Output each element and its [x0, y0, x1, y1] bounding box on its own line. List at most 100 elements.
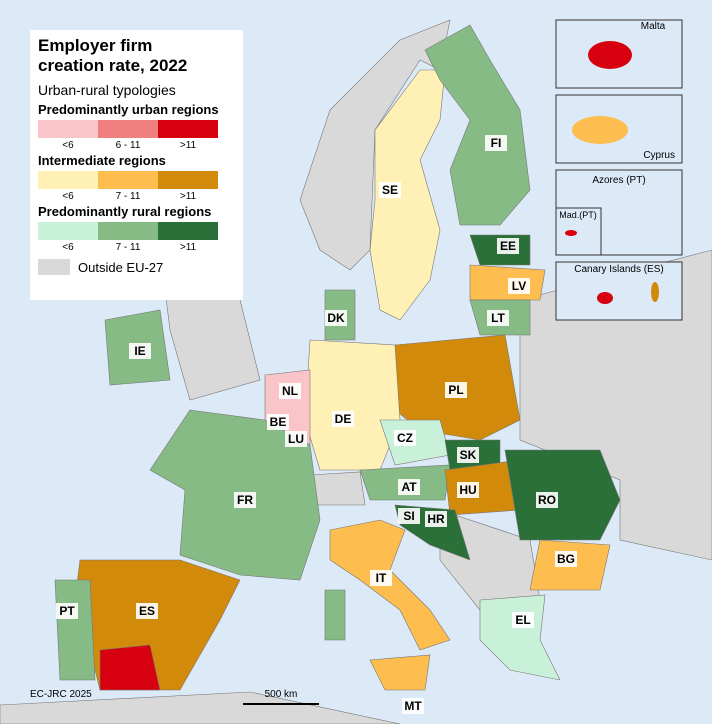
legend-label: Outside EU-27 — [78, 259, 164, 275]
legend-row: <6 7 - 11 >11 — [38, 222, 235, 253]
island — [651, 282, 659, 302]
inset-label: Azores (PT) — [592, 175, 645, 186]
legend-item: >11 — [158, 222, 218, 253]
country-label: PL — [448, 383, 463, 397]
inset-label: Mad.(PT) — [559, 210, 597, 220]
legend-row: <6 7 - 11 >11 — [38, 171, 235, 202]
label-box — [398, 508, 420, 524]
legend-outside: Outside EU-27 — [38, 259, 235, 275]
country-label: NL — [282, 384, 298, 398]
country-label: LV — [512, 279, 526, 293]
legend-swatch — [38, 120, 98, 138]
legend-label: 6 - 11 — [115, 140, 141, 151]
legend-label: <6 — [62, 140, 74, 151]
country-label: DK — [327, 311, 345, 325]
label-box — [497, 238, 519, 254]
inset-label: Cyprus — [643, 150, 675, 161]
label-box — [325, 310, 347, 326]
legend-label: >11 — [179, 242, 197, 253]
legend-group-title: Intermediate regions — [38, 153, 166, 168]
label-box — [129, 343, 151, 359]
title: Employer firm creation rate, 2022 — [38, 36, 188, 75]
country-label: SI — [403, 509, 414, 523]
legend-item: >11 — [158, 171, 218, 202]
country-label: MT — [404, 699, 422, 713]
label-box — [370, 570, 392, 586]
legend-item: <6 — [38, 222, 98, 253]
legend-label: >11 — [179, 140, 197, 151]
country-label: LT — [491, 311, 505, 325]
country-label: HU — [459, 483, 476, 497]
country-label: RO — [538, 493, 556, 507]
legend-label: <6 — [62, 242, 74, 253]
label-box — [457, 447, 479, 463]
label-box — [508, 278, 530, 294]
credit: EC-JRC 2025 — [30, 689, 92, 700]
label-box — [279, 383, 301, 399]
land — [0, 19, 712, 724]
country-label: ES — [139, 604, 155, 618]
region — [424, 24, 531, 226]
label-box — [332, 411, 354, 427]
legend-swatch — [38, 171, 98, 189]
label-box — [445, 382, 467, 398]
region — [469, 264, 546, 301]
island — [597, 292, 613, 304]
country-label: BE — [270, 415, 287, 429]
outside-land — [519, 249, 712, 561]
legend-item: >11 — [158, 120, 218, 151]
label-box — [536, 492, 558, 508]
label-box — [457, 482, 479, 498]
legend-row: <6 6 - 11 >11 — [38, 120, 235, 151]
legend-swatch — [158, 222, 218, 240]
legend-swatch — [38, 222, 98, 240]
inset-box — [555, 207, 602, 256]
legend-swatch — [158, 171, 218, 189]
region — [324, 589, 346, 641]
label-box — [394, 430, 416, 446]
country-label: SE — [382, 183, 398, 197]
region — [99, 644, 161, 691]
inset-box — [555, 261, 683, 321]
country-label: CZ — [397, 431, 413, 445]
label-box — [425, 511, 447, 527]
region — [304, 339, 401, 471]
country-label: IE — [134, 344, 145, 358]
island — [588, 41, 632, 69]
country-label: AT — [401, 480, 417, 494]
label-box — [487, 310, 509, 326]
scale-label: 500 km — [265, 689, 298, 700]
legend-item: 6 - 11 — [98, 120, 158, 151]
country-label: FR — [237, 493, 253, 507]
legend-swatch — [98, 171, 158, 189]
legend-swatch — [98, 120, 158, 138]
legend-label: <6 — [62, 191, 74, 202]
legend-label: >11 — [179, 191, 197, 202]
region — [369, 654, 431, 691]
region — [54, 579, 96, 681]
island — [565, 230, 577, 236]
island — [572, 116, 628, 144]
legend-swatch — [38, 259, 70, 275]
label-box — [379, 182, 401, 198]
legend-swatch — [158, 120, 218, 138]
country-label: PT — [59, 604, 75, 618]
country-label: FI — [491, 136, 502, 150]
country-label: LU — [288, 432, 304, 446]
label-box — [56, 603, 78, 619]
country-label: EE — [500, 239, 516, 253]
legend-item: <6 — [38, 171, 98, 202]
region — [479, 594, 561, 681]
legend-label: 7 - 11 — [115, 191, 141, 202]
label-box — [267, 414, 289, 430]
label-box — [485, 135, 507, 151]
label-box — [402, 698, 424, 714]
label-box — [285, 431, 307, 447]
label-box — [234, 492, 256, 508]
legend-item: 7 - 11 — [98, 222, 158, 253]
label-box — [512, 612, 534, 628]
label-box — [555, 551, 577, 567]
